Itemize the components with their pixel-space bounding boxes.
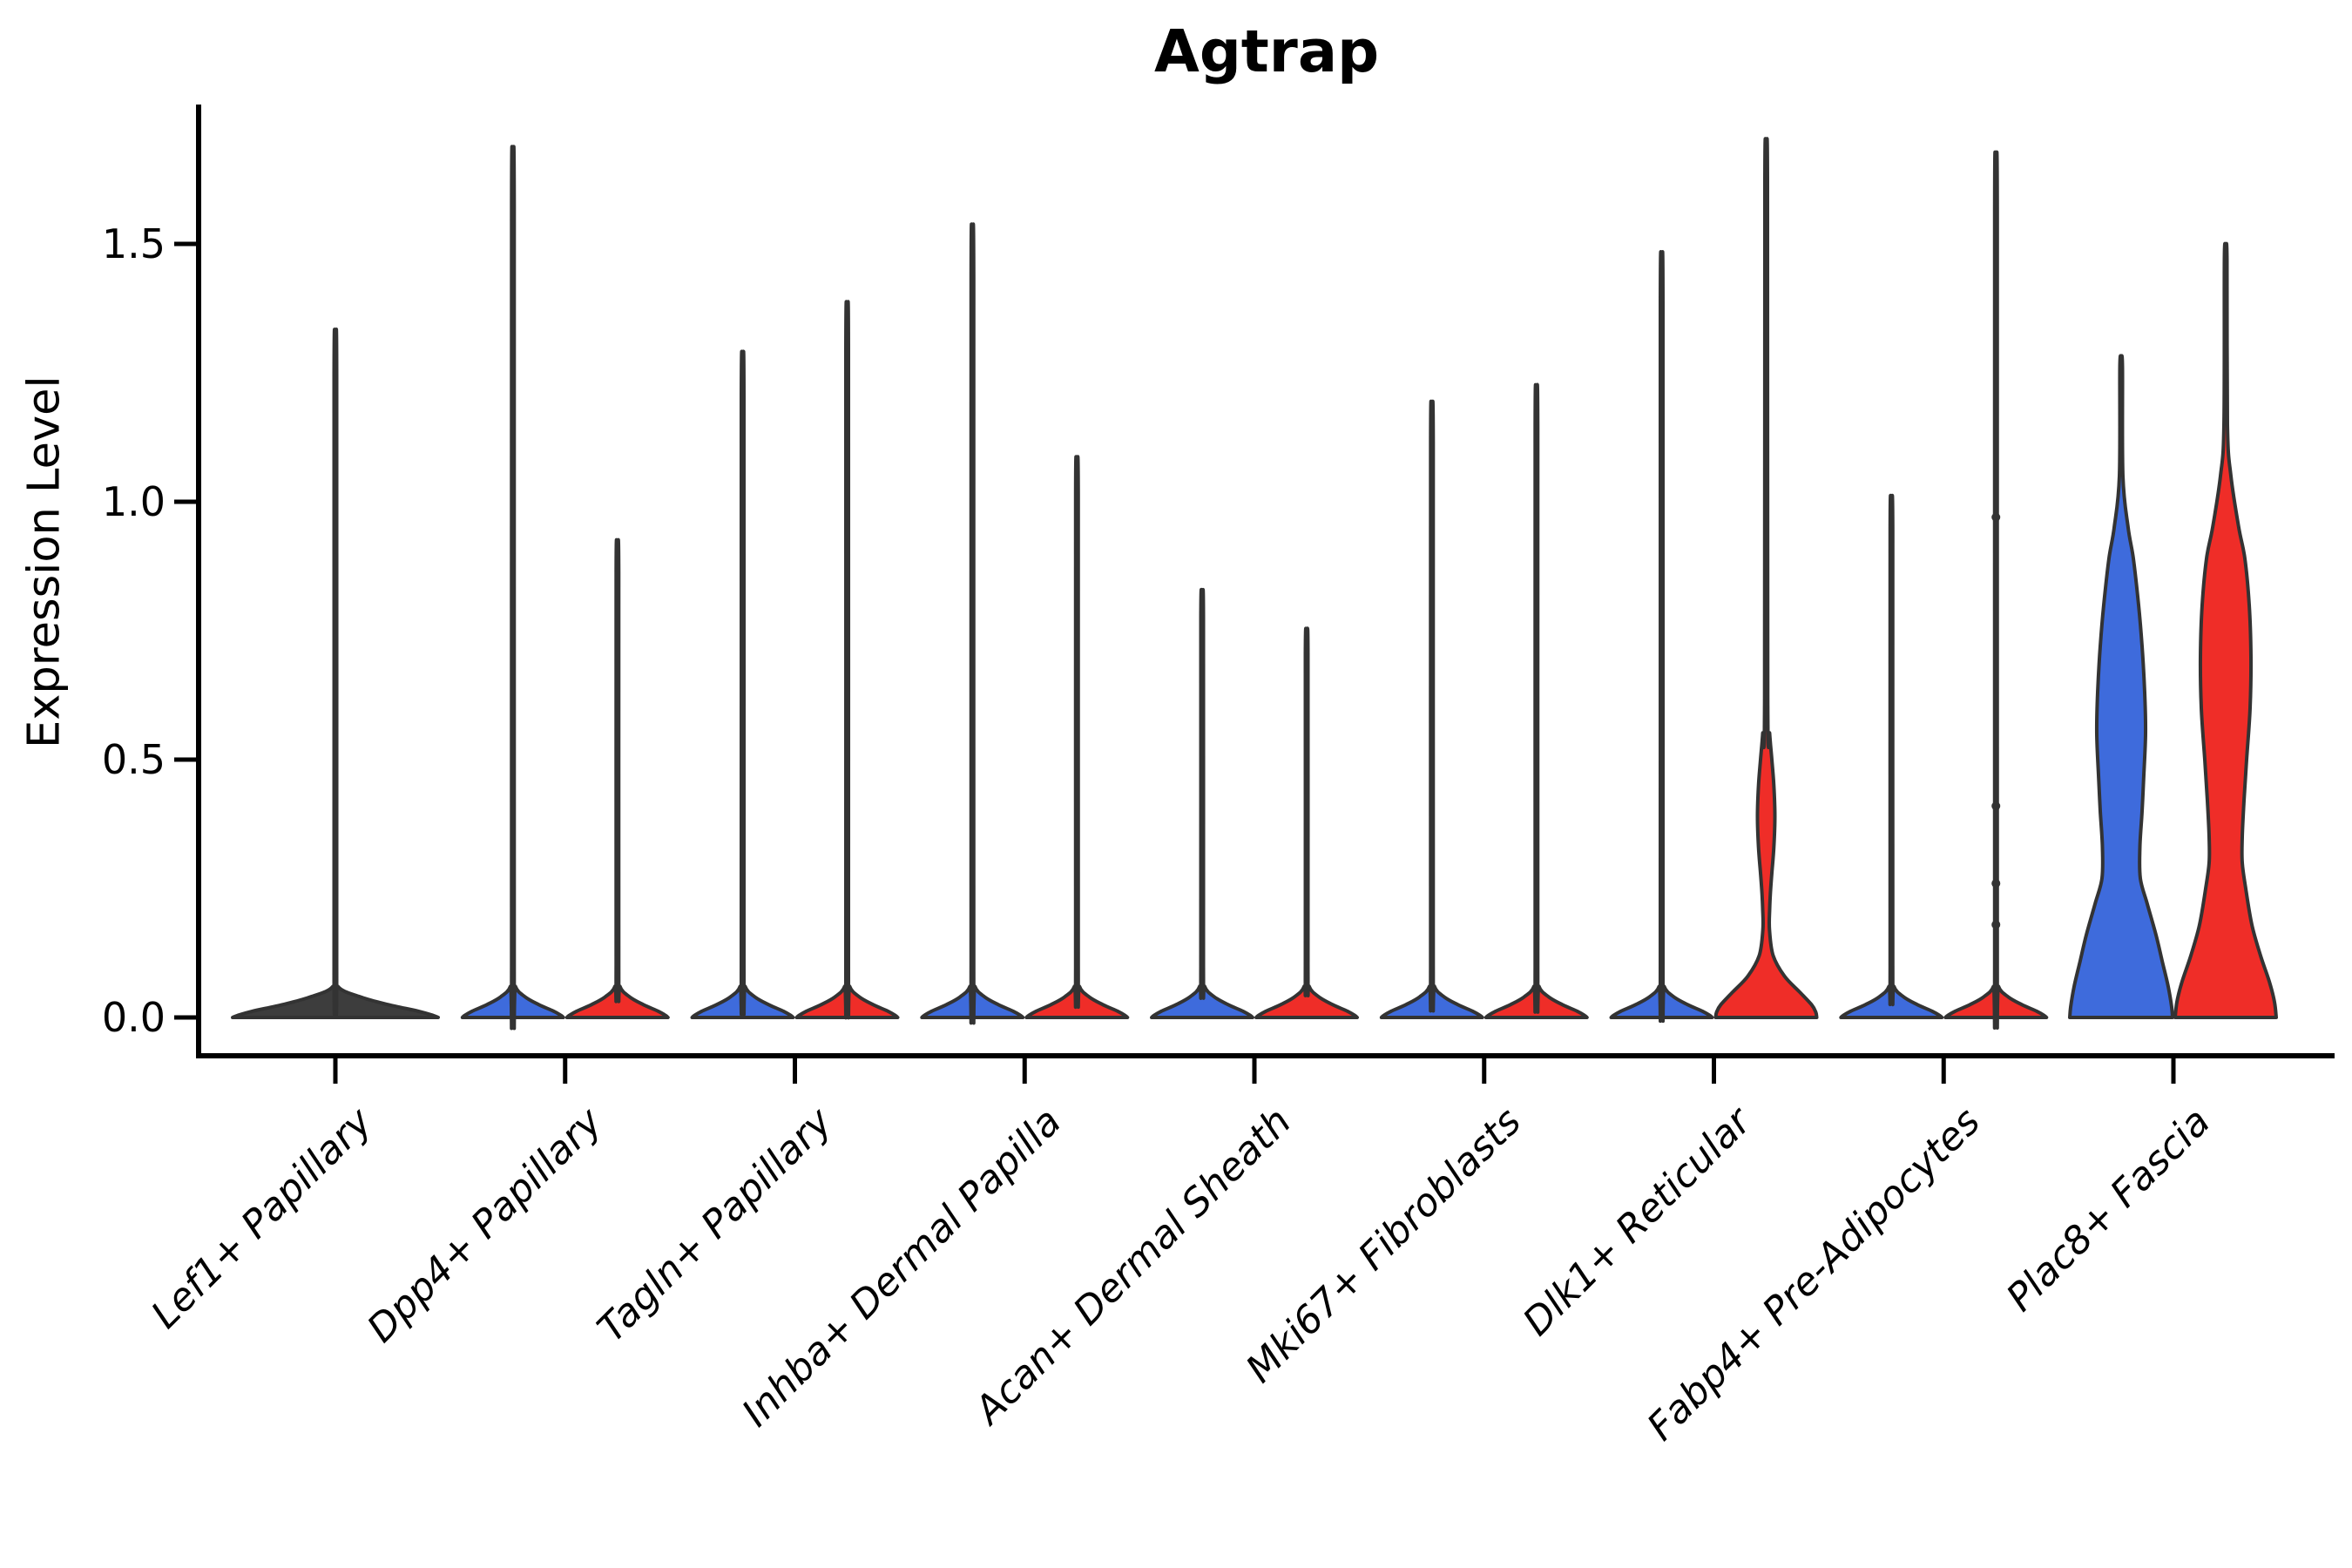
violin-inhba-blue — [920, 222, 1025, 1025]
violin-acan-red — [1254, 626, 1359, 1019]
violin-lef1-single — [231, 328, 440, 1019]
violin-inhba-red — [1024, 455, 1130, 1019]
violin-tagln-blue — [690, 349, 795, 1019]
violin-dpp4-red — [564, 537, 670, 1019]
y-tick-label: 0.5 — [101, 736, 166, 783]
violin-fabp4-red — [1943, 150, 2049, 1030]
chart-title: Agtrap — [1153, 17, 1380, 85]
violin-fabp4-blue — [1839, 493, 1944, 1019]
violin-mki67-red — [1484, 382, 1589, 1019]
y-tick-label: 1.5 — [101, 220, 166, 267]
violin-dpp4-blue — [460, 145, 565, 1031]
y-tick-label: 0.0 — [101, 994, 166, 1041]
violin-dlk1-red — [1713, 137, 1819, 1019]
data-point — [1991, 920, 2001, 929]
violin-mki67-blue — [1379, 399, 1484, 1019]
y-tick-label: 1.0 — [101, 478, 166, 525]
data-point — [1991, 512, 2001, 522]
data-point — [1991, 879, 2001, 889]
violin-dlk1-blue — [1609, 250, 1714, 1024]
violin-plac8-red — [2173, 241, 2278, 1019]
violin-plac8-blue — [2068, 354, 2174, 1019]
violin-acan-blue — [1150, 587, 1254, 1019]
data-point — [1991, 801, 2001, 811]
violin-tagln-red — [794, 300, 900, 1020]
